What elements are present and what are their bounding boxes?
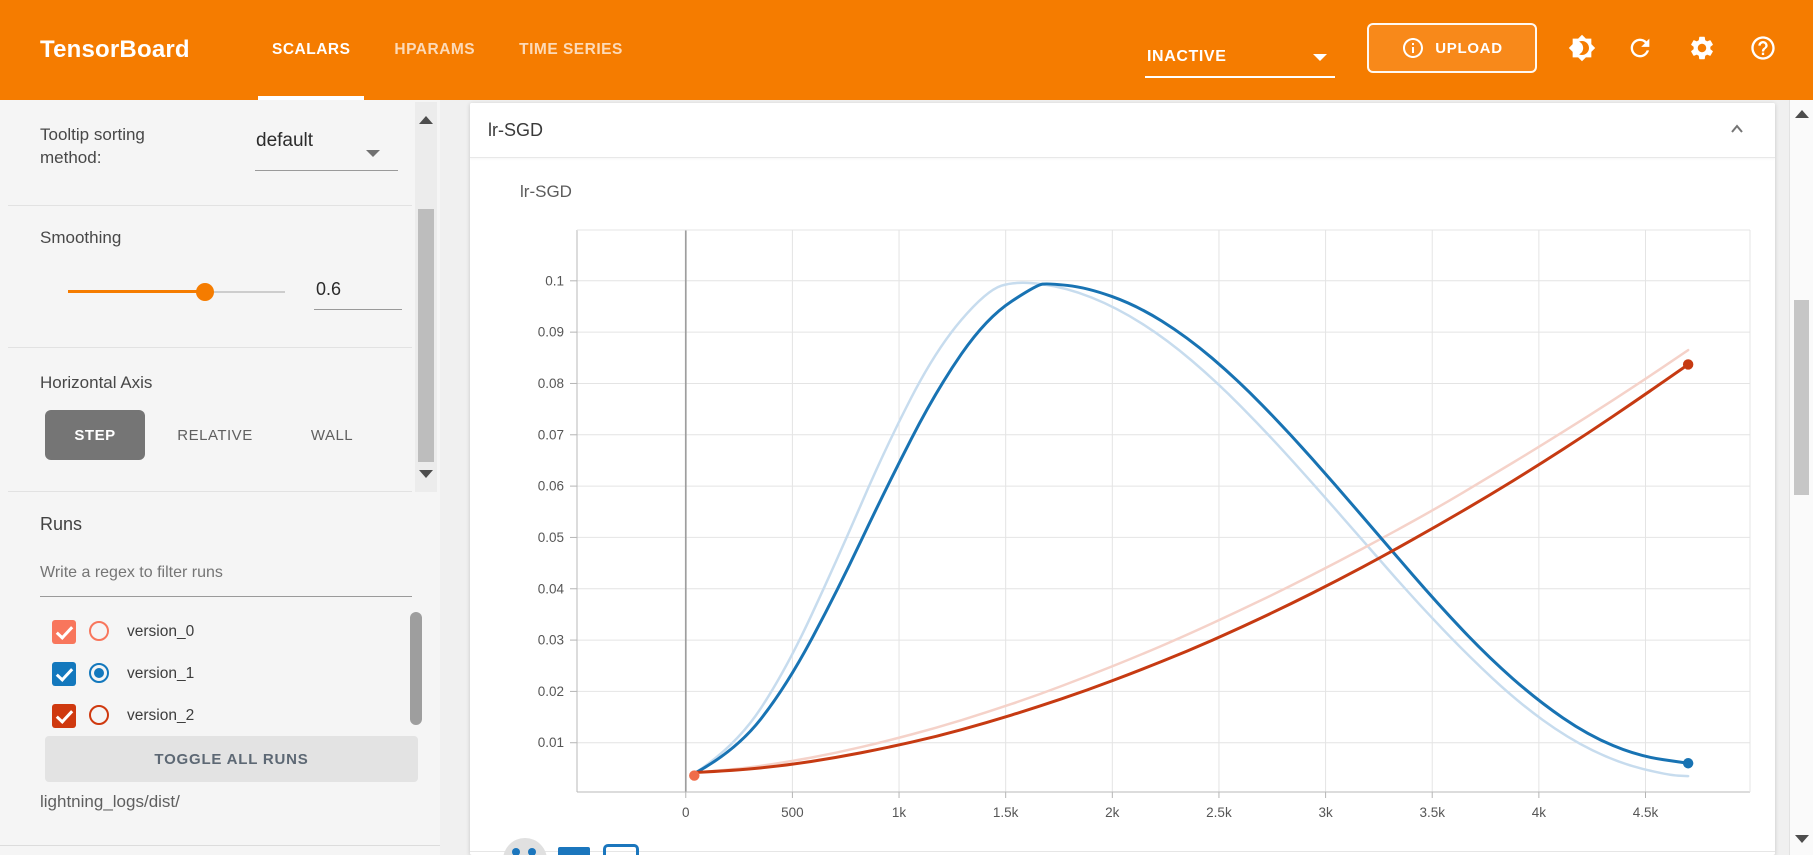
runs-label: Runs <box>40 514 83 534</box>
svg-text:2k: 2k <box>1105 805 1120 820</box>
runs-scrollbar-thumb[interactable] <box>410 612 422 725</box>
main-scrollbar-thumb[interactable] <box>1794 300 1809 495</box>
run-name: version_0 <box>127 623 195 640</box>
scalar-card-lr-sgd: lr-SGD 0.01 0.02 0.03 0.04 0.05 0.06 0.07 0.08 0… <box>470 103 1775 855</box>
svg-text:0.02: 0.02 <box>538 684 564 699</box>
tab-hparams[interactable]: HPARAMS <box>394 41 476 58</box>
main-scrollbar[interactable] <box>1789 100 1813 855</box>
svg-text:0.04: 0.04 <box>538 581 565 596</box>
run-radio-version_0[interactable] <box>89 621 109 641</box>
svg-text:0.07: 0.07 <box>538 427 564 442</box>
chevron-down-icon <box>366 150 380 157</box>
svg-text:1.5k: 1.5k <box>993 805 1019 820</box>
card-header: lr-SGD <box>470 103 1775 158</box>
run-row-version_0: version_0 <box>0 611 405 653</box>
svg-text:lr-SGD: lr-SGD <box>520 182 572 201</box>
divider <box>8 205 412 206</box>
smoothing-value-field[interactable]: 0.6 <box>316 279 342 299</box>
run-name: version_1 <box>127 665 195 682</box>
svg-text:500: 500 <box>781 805 804 820</box>
svg-text:0.03: 0.03 <box>538 633 564 648</box>
collapse-section-button[interactable] <box>1723 116 1751 144</box>
smoothing-slider-knob[interactable] <box>195 283 214 301</box>
svg-text:0.01: 0.01 <box>538 735 564 750</box>
upload-button[interactable]: UPLOAD <box>1367 23 1537 73</box>
svg-text:0.06: 0.06 <box>538 479 564 494</box>
svg-text:4k: 4k <box>1532 805 1547 820</box>
dropdown-underline <box>1145 76 1335 78</box>
scroll-down-icon[interactable] <box>1795 835 1809 843</box>
axis-option-wall[interactable]: WALL <box>310 426 354 444</box>
tooltip-sorting-dropdown[interactable]: default <box>256 130 314 151</box>
inactive-dropdown-label: INACTIVE <box>1147 48 1227 65</box>
divider <box>470 851 1775 852</box>
scroll-up-icon[interactable] <box>419 116 433 124</box>
smoothing-value-underline <box>314 309 402 310</box>
settings-sidebar: Tooltip sorting method: default Smoothin… <box>0 100 440 855</box>
runs-filter-input[interactable] <box>40 558 412 597</box>
tab-scalars[interactable]: SCALARS <box>257 0 365 100</box>
run-checkbox-version_2[interactable] <box>52 704 76 728</box>
divider <box>8 347 412 348</box>
smoothing-slider-fill <box>68 290 205 293</box>
divider <box>0 845 440 846</box>
refresh-icon[interactable] <box>1620 28 1660 68</box>
svg-text:0.08: 0.08 <box>538 376 564 391</box>
info-icon <box>1403 38 1424 58</box>
svg-text:0.09: 0.09 <box>538 325 564 340</box>
chevron-up-icon <box>1731 124 1743 133</box>
sidebar-scrollbar[interactable] <box>415 102 437 492</box>
run-row-version_1: version_1 <box>0 653 405 695</box>
settings-icon[interactable] <box>1682 28 1722 68</box>
svg-text:0.05: 0.05 <box>538 530 564 545</box>
dropdown-underline <box>255 170 398 171</box>
run-checkbox-version_1[interactable] <box>52 662 76 686</box>
toggle-all-runs-button[interactable]: TOGGLE ALL RUNS <box>45 736 418 782</box>
sidebar-scrollbar-thumb[interactable] <box>418 209 434 462</box>
run-selector-icon[interactable] <box>503 838 547 855</box>
scroll-up-icon[interactable] <box>1795 110 1809 118</box>
horizontal-axis-label: Horizontal Axis <box>40 373 153 392</box>
run-row-version_2: version_2 <box>0 695 405 737</box>
axis-option-relative[interactable]: RELATIVE <box>177 426 253 444</box>
svg-text:0: 0 <box>682 805 690 820</box>
svg-text:2.5k: 2.5k <box>1206 805 1232 820</box>
run-radio-version_2[interactable] <box>89 705 109 725</box>
smoothing-label: Smoothing <box>40 228 122 247</box>
run-name: version_2 <box>127 707 195 724</box>
log-directory-path: lightning_logs/dist/ <box>40 792 180 811</box>
inactive-dropdown[interactable]: INACTIVE <box>1145 0 1335 100</box>
svg-text:3.5k: 3.5k <box>1419 805 1445 820</box>
app-header: TensorBoard SCALARS HPARAMS TIME SERIES IN… <box>0 0 1813 100</box>
help-icon[interactable] <box>1743 28 1783 68</box>
svg-text:4.5k: 4.5k <box>1633 805 1659 820</box>
lr-sgd-chart[interactable]: 0.01 0.02 0.03 0.04 0.05 0.06 0.07 0.08 0.09 0.1 0… <box>470 157 1775 855</box>
upload-button-label: UPLOAD <box>1435 39 1503 57</box>
svg-text:3k: 3k <box>1318 805 1333 820</box>
tab-time-series[interactable]: TIME SERIES <box>519 41 623 58</box>
expand-chart-icon[interactable] <box>558 847 590 855</box>
fit-domain-icon[interactable] <box>603 844 639 855</box>
tooltip-sorting-label: Tooltip sorting method: <box>40 125 145 167</box>
svg-text:0.1: 0.1 <box>545 273 564 288</box>
app-logo: TensorBoard <box>40 36 190 63</box>
chevron-down-icon <box>1313 54 1327 61</box>
run-radio-version_1[interactable] <box>89 663 109 683</box>
brightness-icon[interactable] <box>1562 28 1602 68</box>
axis-option-step[interactable]: STEP <box>45 410 145 460</box>
nav-tabs: SCALARS HPARAMS TIME SERIES <box>257 0 623 100</box>
divider <box>8 491 412 492</box>
svg-text:1k: 1k <box>892 805 907 820</box>
card-title: lr-SGD <box>488 120 543 140</box>
scroll-down-icon[interactable] <box>419 470 433 478</box>
run-checkbox-version_0[interactable] <box>52 620 76 644</box>
